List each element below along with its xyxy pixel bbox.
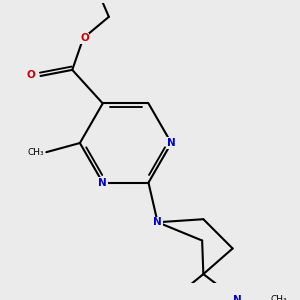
Text: N: N xyxy=(153,217,162,227)
Text: CH₃: CH₃ xyxy=(27,148,44,157)
Text: CH₃: CH₃ xyxy=(270,295,287,300)
Text: O: O xyxy=(80,33,89,43)
Text: O: O xyxy=(27,70,36,80)
Text: N: N xyxy=(98,178,107,188)
Text: N: N xyxy=(167,138,176,148)
Text: N: N xyxy=(232,295,241,300)
